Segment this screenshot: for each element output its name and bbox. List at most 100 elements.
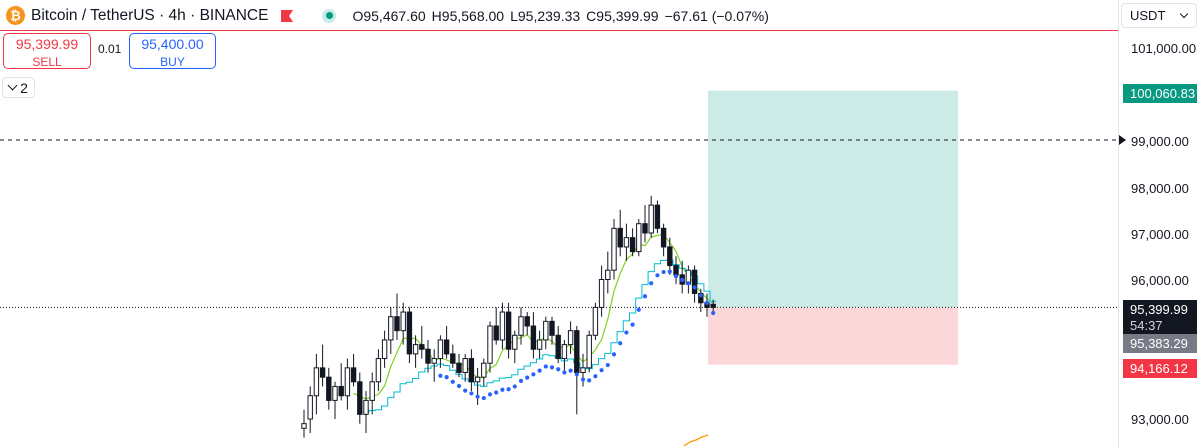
market-status-icon[interactable] <box>322 8 337 23</box>
candle-body <box>487 325 493 364</box>
buy-button[interactable]: 95,400.00 BUY <box>129 33 216 69</box>
sar-dot <box>587 378 592 383</box>
open-value: 95,467.60 <box>363 7 426 24</box>
alert-marker-icon[interactable] <box>1119 135 1126 145</box>
candle-body <box>474 376 481 383</box>
sar-dot <box>525 375 530 380</box>
sar-dot <box>661 269 666 275</box>
sar-dot <box>680 277 685 283</box>
symbol-title[interactable]: Bitcoin / TetherUS · 4h · BINANCE <box>31 6 269 24</box>
candle-body <box>623 237 630 248</box>
sar-dot <box>543 364 548 369</box>
candle-body <box>357 381 363 415</box>
candle-body <box>543 320 549 341</box>
candle-body <box>691 269 698 294</box>
price-axis[interactable] <box>1118 0 1200 448</box>
candle-body <box>518 316 524 336</box>
open-label: O <box>352 7 364 24</box>
candle-body <box>493 325 499 341</box>
high-value: 95,568.00 <box>441 7 505 24</box>
sar-dot <box>655 273 660 278</box>
candle-body <box>567 330 574 346</box>
candle-body <box>406 311 413 355</box>
sar-dot <box>469 391 474 396</box>
candle-body <box>530 325 537 350</box>
sar-dot <box>568 368 573 373</box>
candle-body <box>338 385 344 397</box>
price-chart[interactable] <box>0 0 1118 448</box>
sar-dot <box>711 310 716 316</box>
sar-dot <box>642 294 648 299</box>
sar-dot <box>698 293 703 298</box>
sar-dot <box>444 375 449 380</box>
sar-dot <box>593 374 598 379</box>
candle-body <box>654 204 661 229</box>
price-tick: 98,000.00 <box>1131 181 1189 196</box>
sar-dot <box>562 370 567 375</box>
orange-indicator-line <box>683 434 709 447</box>
candle-body <box>394 316 400 332</box>
price-tick: 93,000.00 <box>1131 412 1189 427</box>
candle-body <box>313 367 320 397</box>
sar-dot <box>475 394 480 399</box>
currency-select[interactable]: USDT <box>1121 3 1197 28</box>
ohlc-values: O95,467.60 H95,568.00 L95,239.33 C95,399… <box>352 8 768 24</box>
sar-dot <box>506 387 511 392</box>
candle-body <box>425 348 431 364</box>
candle-body <box>592 306 599 336</box>
candle-body <box>326 376 332 401</box>
sar-dot <box>556 367 561 372</box>
sell-price: 95,399.99 <box>15 36 79 52</box>
candle-body <box>598 279 605 308</box>
candle-body <box>499 311 506 341</box>
candle-body <box>344 367 351 397</box>
candle-body <box>524 316 530 327</box>
sar-dot <box>624 330 629 335</box>
candle-body <box>512 334 518 350</box>
candle-body <box>536 339 543 350</box>
candle-body <box>369 381 375 401</box>
indicator-count: 2 <box>20 79 28 96</box>
low-value: 95,239.33 <box>517 7 581 24</box>
sar-dot <box>456 383 462 389</box>
indicators-toggle-button[interactable]: 2 <box>2 77 35 98</box>
price-tick: 97,000.00 <box>1131 227 1189 242</box>
low-label: L <box>510 7 518 24</box>
candle-body <box>505 311 512 350</box>
sar-dot <box>673 274 679 279</box>
spread-value: 0.01 <box>98 42 122 56</box>
candle-body <box>611 227 617 271</box>
position-price-tag: 95,383.29 <box>1123 334 1197 353</box>
sell-button[interactable]: 95,399.99 SELL <box>3 33 91 69</box>
candle-body <box>580 367 586 374</box>
sar-dot <box>692 285 697 290</box>
candle-body <box>642 223 648 234</box>
candle-body <box>350 367 357 383</box>
stop-loss-tag[interactable]: 94,166.12 <box>1123 359 1197 378</box>
sell-label: SELL <box>32 55 62 69</box>
flag-icon[interactable] <box>280 9 294 23</box>
candle-body <box>586 334 592 369</box>
candle-body <box>549 320 555 336</box>
high-label: H <box>431 7 442 24</box>
candle-body <box>561 344 568 360</box>
ma-slow-line <box>362 259 717 413</box>
candle-body <box>388 316 394 341</box>
candle-body <box>462 358 468 373</box>
sar-dot <box>537 368 542 373</box>
price-tick: 99,000.00 <box>1131 134 1189 149</box>
candle-body <box>574 330 580 373</box>
sar-dot <box>704 300 710 305</box>
candle-body <box>481 362 487 378</box>
sar-dot <box>686 281 691 286</box>
take-profit-tag[interactable]: 100,060.83 <box>1123 84 1197 103</box>
candle-body <box>412 344 419 355</box>
price-tick: 96,000.00 <box>1131 273 1189 288</box>
sar-dot <box>438 373 443 378</box>
sar-dot <box>636 307 641 312</box>
close-label: C <box>586 7 597 24</box>
close-value: 95,399.99 <box>596 7 659 24</box>
change-value: −67.61 (−0.07%) <box>664 7 769 24</box>
buy-price: 95,400.00 <box>141 36 204 52</box>
sar-dot <box>611 352 617 357</box>
